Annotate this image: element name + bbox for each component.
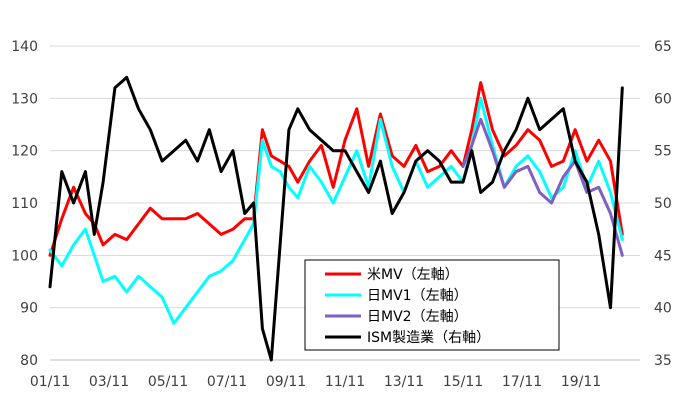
y-right-tick-label: 55: [654, 144, 672, 160]
left-axis-ticks: 80 90 100 110 120 130 140: [11, 39, 38, 369]
series-lines: [48, 75, 624, 362]
y-right-tick-label: 60: [654, 91, 672, 107]
x-tick-label: 19/11: [561, 374, 601, 390]
legend-label: ISM製造業（右軸）: [367, 330, 490, 346]
y-right-tick-label: 45: [654, 248, 672, 264]
y-left-tick-label: 110: [11, 196, 38, 212]
y-left-tick-label: 100: [11, 248, 38, 264]
y-left-tick-label: 130: [11, 91, 38, 107]
x-tick-label: 15/11: [443, 374, 483, 390]
y-right-tick-label: 50: [654, 196, 672, 212]
series-line-1: [48, 96, 624, 325]
series-line-3: [48, 75, 624, 362]
y-right-tick-label: 65: [654, 39, 672, 55]
x-tick-label: 09/11: [266, 374, 306, 390]
right-axis-ticks: 35 40 45 50 55 60 65: [654, 39, 672, 369]
y-right-tick-label: 40: [654, 301, 672, 317]
x-tick-label: 17/11: [502, 374, 542, 390]
y-right-tick-label: 35: [654, 353, 672, 369]
y-left-tick-label: 80: [20, 353, 38, 369]
x-axis-ticks: 01/11 03/11 05/11 07/11 09/11 11/11 13/11 15/11…: [30, 359, 640, 390]
series-line-0: [48, 81, 624, 257]
x-tick-label: 13/11: [384, 374, 424, 390]
legend-label: 日MV2（左軸）: [367, 309, 468, 325]
legend-label: 米MV（左軸）: [367, 267, 459, 283]
y-left-tick-label: 90: [20, 301, 38, 317]
x-tick-label: 05/11: [148, 374, 188, 390]
legend-label: 日MV1（左軸）: [367, 288, 468, 304]
legend: 米MV（左軸） 日MV1（左軸） 日MV2（左軸） ISM製造業（右軸）: [304, 259, 560, 351]
series-line-2: [461, 117, 624, 257]
x-tick-label: 01/11: [30, 374, 70, 390]
x-tick-label: 11/11: [325, 374, 365, 390]
x-tick-label: 03/11: [89, 374, 129, 390]
y-left-tick-label: 120: [11, 144, 38, 160]
y-left-tick-label: 140: [11, 39, 38, 55]
x-tick-label: 07/11: [207, 374, 247, 390]
